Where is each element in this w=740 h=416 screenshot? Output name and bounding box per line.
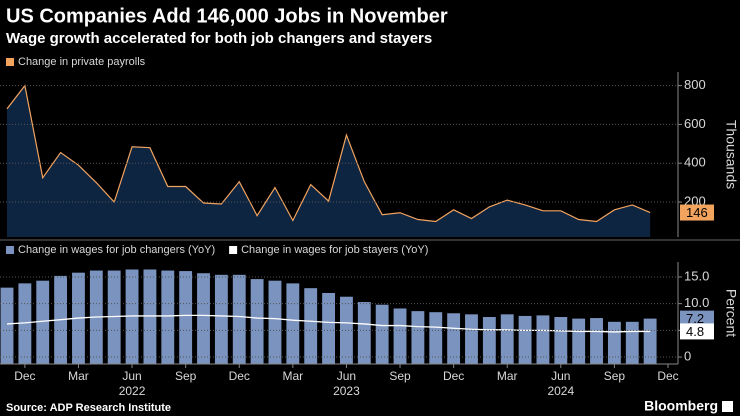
x-year-label: 2023 [333,384,360,398]
bar [214,274,228,364]
bar [250,279,264,364]
bar [482,317,496,364]
bar [36,280,50,364]
x-year-label: 2022 [119,384,146,398]
x-tick-label: Sep [604,369,626,383]
bar [590,318,603,364]
bar [518,315,532,364]
last-value-box [680,310,714,327]
legend-swatch [229,246,238,254]
legend-label: Change in private payrolls [18,56,146,68]
bar [393,308,407,364]
last-value-label: 4.8 [686,324,704,339]
bar [0,287,14,364]
y-tick-label: 600 [684,116,706,131]
last-value-box [680,323,714,340]
bar [143,269,157,364]
x-tick-label: Sep [175,369,197,383]
y-tick-label: 10.0 [684,295,709,310]
bar [447,313,461,364]
bar [179,271,193,364]
legend-swatch [6,246,14,254]
bar [643,318,657,364]
bar [304,288,318,364]
x-tick-label: Jun [551,369,570,383]
bar [322,292,335,364]
area-fill [7,85,651,238]
y-tick-label: 0 [684,348,691,363]
x-tick-label: Dec [443,369,464,383]
bar [268,280,282,364]
bar [161,270,175,364]
legend-label: Change in wages for job stayers (YoY) [241,244,428,256]
chart-title: US Companies Add 146,000 Jobs in Novembe… [6,5,448,27]
x-tick-label: Dec [14,369,35,383]
x-tick-label: Dec [657,369,678,383]
brand-icon [722,401,733,412]
y-axis-label: Thousands [723,120,739,189]
y-tick-label: 15.0 [684,268,709,283]
bar [572,318,586,364]
bar [125,269,139,364]
legend-label: Change in wages for job changers (YoY) [18,244,215,256]
bar [232,274,246,364]
x-tick-label: Sep [389,369,411,383]
y-tick-label: 400 [684,155,706,170]
bar [197,273,210,364]
bar [340,296,353,364]
x-tick-label: Mar [497,369,518,383]
last-value-label: 146 [686,205,708,220]
bar [375,304,389,364]
bar [286,283,300,364]
x-year-label: 2024 [547,384,574,398]
x-tick-label: Mar [68,369,89,383]
legend-swatch [6,58,14,66]
bar [554,317,568,364]
chart-subtitle: Wage growth accelerated for both job cha… [6,30,432,47]
bar [357,302,371,364]
bar [429,312,443,364]
y-axis-label: Percent [723,289,739,337]
bar [500,314,514,364]
bar [607,321,621,364]
last-value-label: 7.2 [686,311,704,326]
x-tick-label: Mar [283,369,304,383]
y-tick-label: 800 [684,77,706,92]
line [6,314,651,333]
brand: Bloomberg [644,398,718,414]
source: Source: ADP Research Institute [6,402,171,414]
last-value-box [680,204,714,221]
x-tick-label: Dec [229,369,250,383]
x-tick-label: Jun [122,369,141,383]
bar [465,314,478,364]
bar [411,311,425,364]
x-tick-label: Jun [337,369,356,383]
bar [625,321,639,364]
bar [107,270,121,364]
bar [536,315,550,364]
